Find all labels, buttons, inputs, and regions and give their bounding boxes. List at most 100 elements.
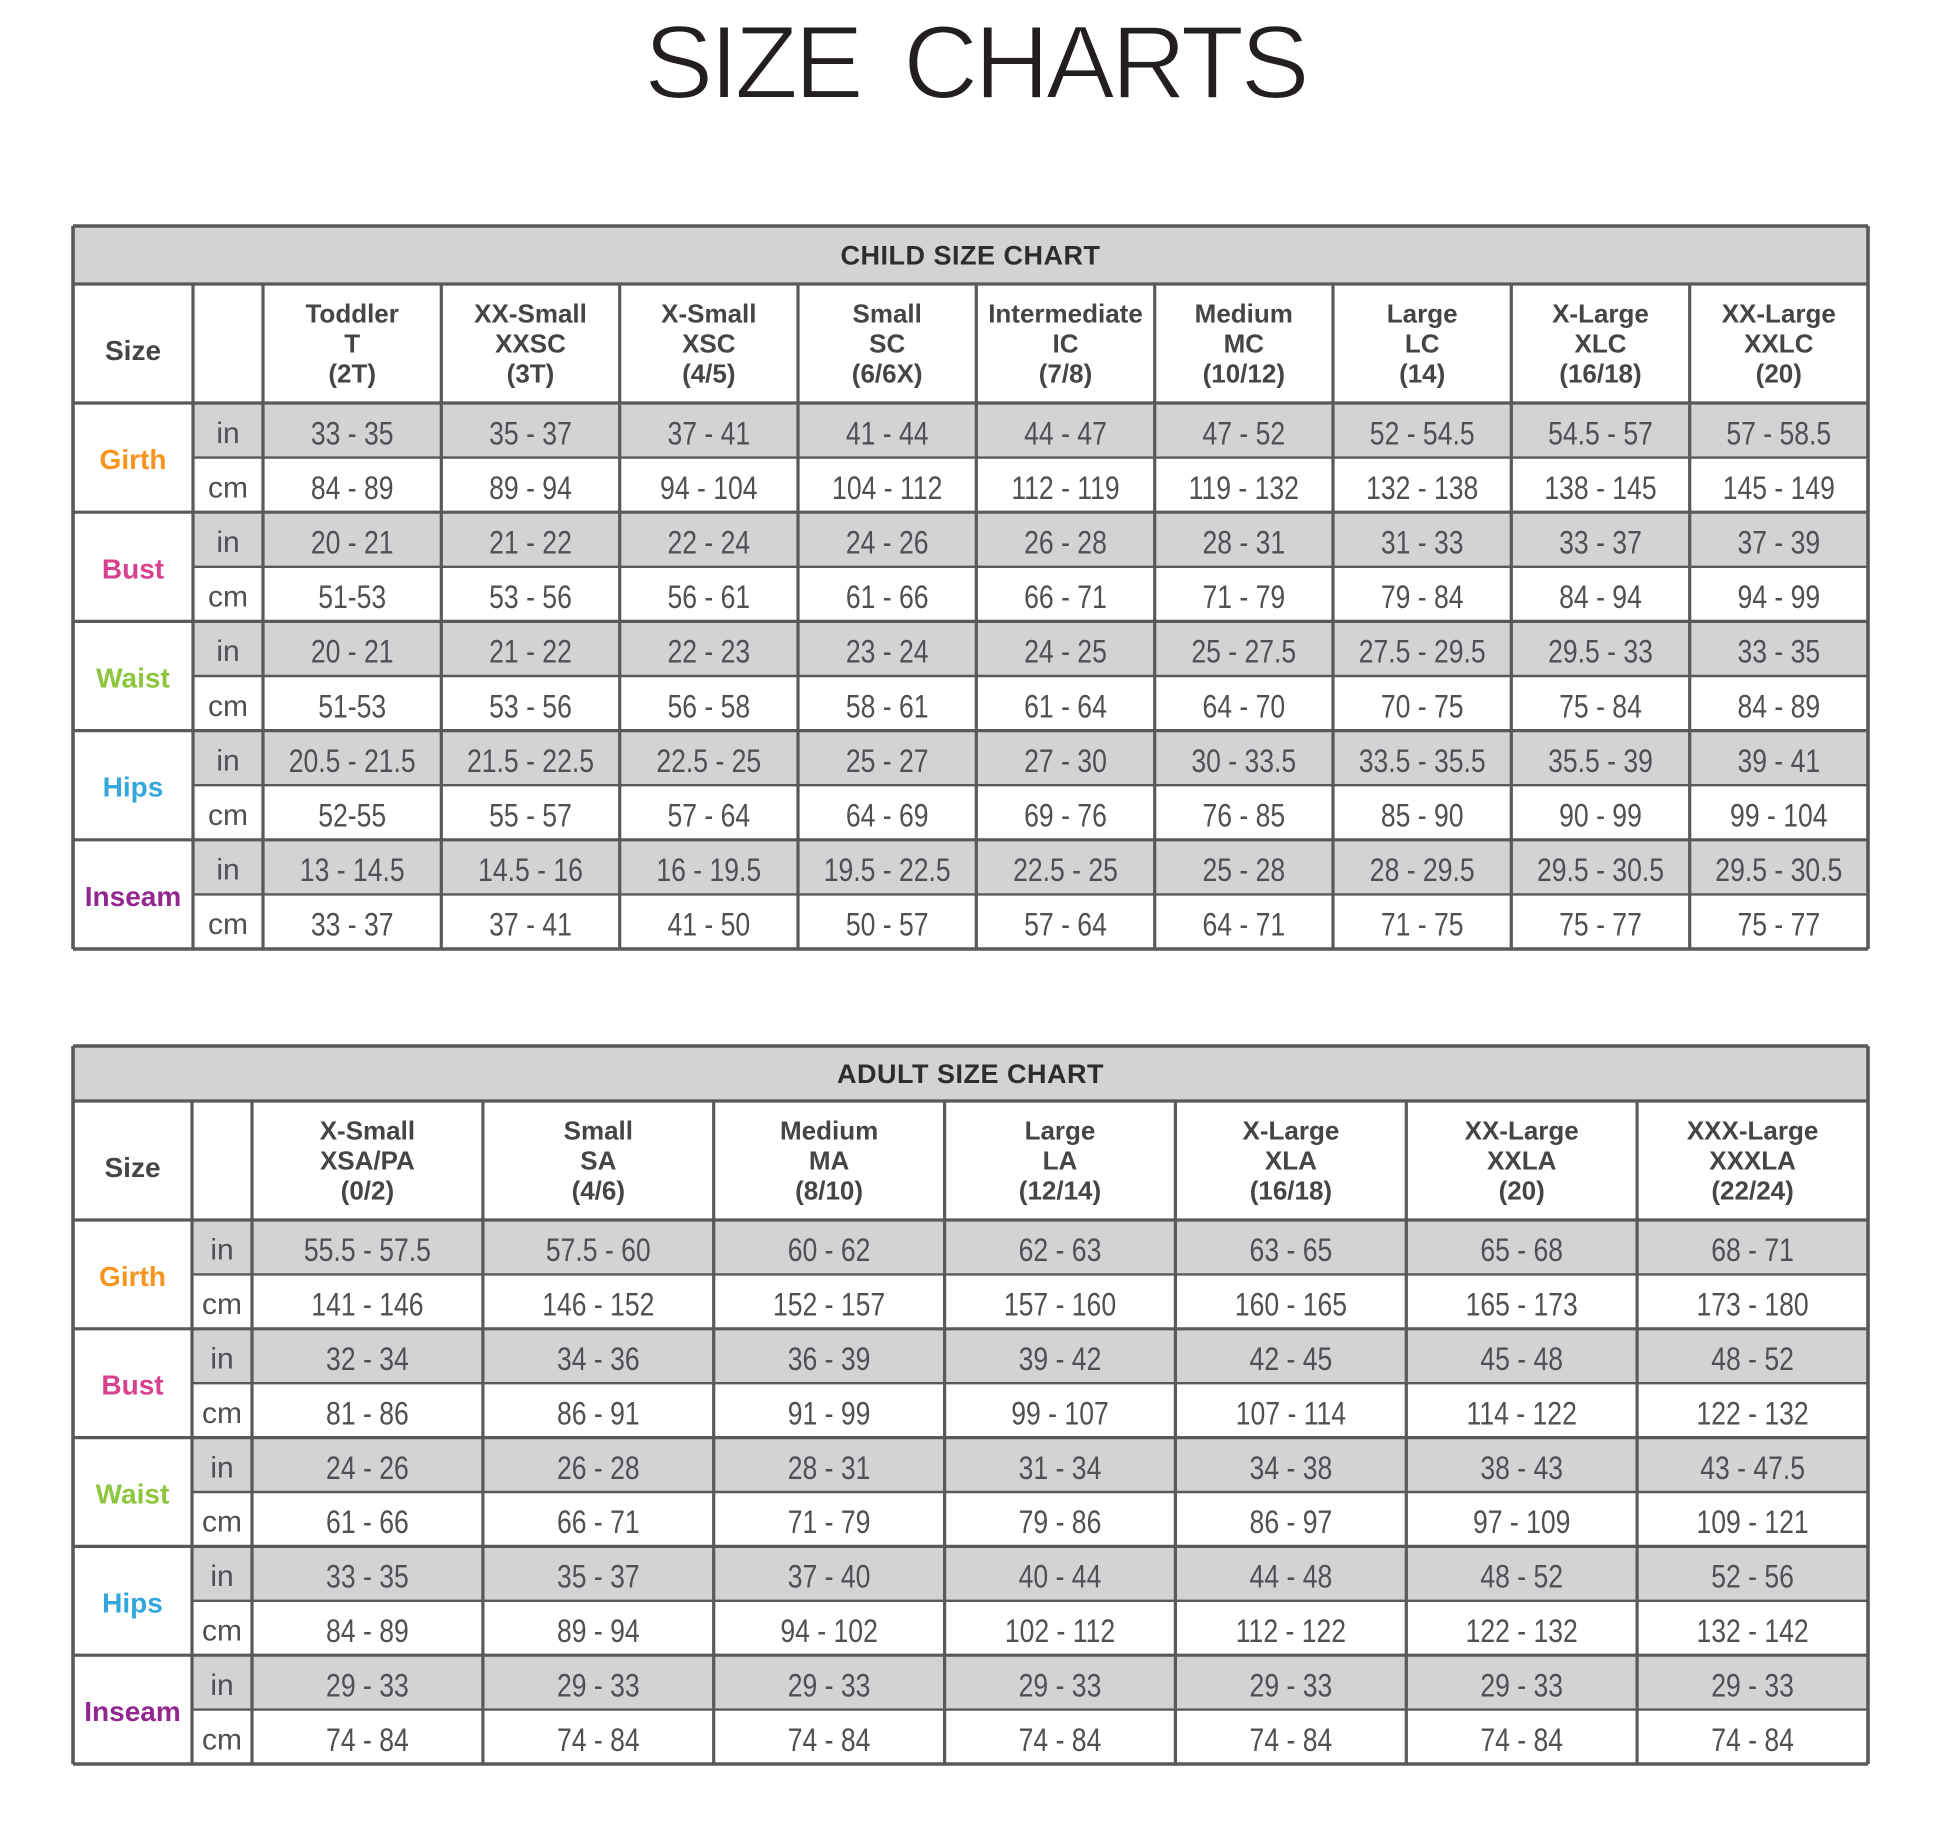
svg-text:79 - 86: 79 - 86 [1019, 1504, 1102, 1540]
svg-text:109 - 121: 109 - 121 [1697, 1504, 1809, 1540]
svg-text:145 - 149: 145 - 149 [1723, 470, 1835, 506]
svg-text:41 - 50: 41 - 50 [667, 907, 750, 943]
svg-text:Inseam: Inseam [85, 881, 182, 912]
svg-text:48 - 52: 48 - 52 [1480, 1559, 1563, 1595]
svg-text:Waist: Waist [96, 1479, 170, 1510]
svg-text:89 - 94: 89 - 94 [557, 1613, 640, 1649]
svg-text:40 - 44: 40 - 44 [1019, 1559, 1102, 1595]
svg-text:27.5 - 29.5: 27.5 - 29.5 [1359, 634, 1486, 670]
svg-text:50 - 57: 50 - 57 [846, 907, 929, 943]
svg-text:XXSC: XXSC [495, 329, 566, 359]
svg-text:29 - 33: 29 - 33 [1480, 1667, 1563, 1703]
svg-text:28 - 29.5: 28 - 29.5 [1370, 852, 1475, 888]
svg-text:35 - 37: 35 - 37 [489, 415, 572, 451]
svg-text:75 - 77: 75 - 77 [1559, 907, 1642, 943]
svg-text:64 - 71: 64 - 71 [1202, 907, 1285, 943]
svg-text:Medium: Medium [780, 1116, 878, 1146]
svg-text:27 - 30: 27 - 30 [1024, 743, 1107, 779]
svg-text:64 - 69: 64 - 69 [846, 798, 929, 834]
svg-text:38 - 43: 38 - 43 [1480, 1450, 1563, 1486]
svg-text:57 - 64: 57 - 64 [667, 798, 750, 834]
svg-text:33 - 37: 33 - 37 [1559, 525, 1642, 561]
svg-text:33.5 - 35.5: 33.5 - 35.5 [1359, 743, 1486, 779]
svg-text:119 - 132: 119 - 132 [1189, 470, 1299, 506]
svg-text:LA: LA [1043, 1146, 1078, 1176]
svg-text:XX-Large: XX-Large [1722, 299, 1836, 329]
svg-text:114 - 122: 114 - 122 [1467, 1395, 1577, 1431]
svg-text:85 - 90: 85 - 90 [1381, 798, 1464, 834]
svg-text:(12/14): (12/14) [1019, 1176, 1101, 1206]
svg-text:(20): (20) [1756, 359, 1802, 389]
svg-text:57 - 58.5: 57 - 58.5 [1726, 415, 1831, 451]
svg-text:39 - 42: 39 - 42 [1019, 1341, 1102, 1377]
svg-text:XXLA: XXLA [1487, 1146, 1557, 1176]
svg-text:94 - 104: 94 - 104 [660, 470, 758, 506]
svg-text:152 - 157: 152 - 157 [773, 1287, 885, 1323]
svg-text:Medium: Medium [1195, 299, 1293, 329]
svg-text:107 - 114: 107 - 114 [1236, 1395, 1346, 1431]
svg-text:61 - 66: 61 - 66 [326, 1504, 409, 1540]
svg-text:51-53: 51-53 [318, 579, 386, 615]
svg-text:62 - 63: 62 - 63 [1019, 1232, 1102, 1268]
svg-text:(0/2): (0/2) [341, 1176, 394, 1206]
svg-text:(22/24): (22/24) [1711, 1176, 1793, 1206]
svg-text:56 - 61: 56 - 61 [667, 579, 750, 615]
svg-text:81 - 86: 81 - 86 [326, 1395, 409, 1431]
svg-text:71 - 79: 71 - 79 [1202, 579, 1285, 615]
svg-text:141 - 146: 141 - 146 [311, 1287, 423, 1323]
svg-text:20 - 21: 20 - 21 [311, 634, 394, 670]
svg-text:Waist: Waist [96, 663, 170, 694]
svg-text:65 - 68: 65 - 68 [1480, 1232, 1563, 1268]
svg-text:(16/18): (16/18) [1559, 359, 1641, 389]
svg-text:36 - 39: 36 - 39 [788, 1341, 871, 1377]
svg-text:37 - 41: 37 - 41 [667, 415, 750, 451]
svg-text:(7/8): (7/8) [1039, 359, 1092, 389]
svg-text:112 - 119: 112 - 119 [1011, 470, 1119, 506]
svg-text:102 - 112: 102 - 112 [1005, 1613, 1115, 1649]
svg-text:84 - 94: 84 - 94 [1559, 579, 1642, 615]
svg-text:74 - 84: 74 - 84 [788, 1722, 871, 1758]
svg-text:97 - 109: 97 - 109 [1473, 1504, 1571, 1540]
svg-text:37 - 41: 37 - 41 [489, 907, 572, 943]
svg-text:84 - 89: 84 - 89 [326, 1613, 409, 1649]
svg-text:68 - 71: 68 - 71 [1711, 1232, 1794, 1268]
svg-text:29 - 33: 29 - 33 [788, 1667, 871, 1703]
svg-text:52 - 56: 52 - 56 [1711, 1559, 1794, 1595]
svg-text:43 - 47.5: 43 - 47.5 [1700, 1450, 1805, 1486]
svg-text:94 - 99: 94 - 99 [1737, 579, 1820, 615]
svg-text:132 - 138: 132 - 138 [1366, 470, 1478, 506]
svg-text:29.5 - 30.5: 29.5 - 30.5 [1715, 852, 1842, 888]
svg-text:22 - 24: 22 - 24 [667, 525, 750, 561]
svg-text:32 - 34: 32 - 34 [326, 1341, 409, 1377]
svg-text:16 - 19.5: 16 - 19.5 [656, 852, 761, 888]
svg-text:61 - 64: 61 - 64 [1024, 688, 1107, 724]
svg-text:55 - 57: 55 - 57 [489, 798, 572, 834]
svg-text:Large: Large [1387, 299, 1458, 329]
svg-text:T: T [344, 329, 360, 359]
svg-text:75 - 84: 75 - 84 [1559, 688, 1642, 724]
svg-text:29 - 33: 29 - 33 [557, 1667, 640, 1703]
svg-text:24 - 26: 24 - 26 [846, 525, 929, 561]
svg-text:34 - 36: 34 - 36 [557, 1341, 640, 1377]
svg-text:21.5 - 22.5: 21.5 - 22.5 [467, 743, 594, 779]
svg-text:53 - 56: 53 - 56 [489, 688, 572, 724]
svg-text:14.5 - 16: 14.5 - 16 [478, 852, 583, 888]
svg-text:SA: SA [580, 1146, 616, 1176]
svg-text:84 - 89: 84 - 89 [311, 470, 394, 506]
svg-text:Inseam: Inseam [84, 1696, 181, 1727]
svg-text:53 - 56: 53 - 56 [489, 579, 572, 615]
svg-text:66 - 71: 66 - 71 [1024, 579, 1107, 615]
svg-text:33 - 35: 33 - 35 [1737, 634, 1820, 670]
svg-text:29 - 33: 29 - 33 [1019, 1667, 1102, 1703]
svg-text:25 - 27: 25 - 27 [846, 743, 929, 779]
svg-text:132 - 142: 132 - 142 [1697, 1613, 1809, 1649]
svg-text:58 - 61: 58 - 61 [846, 688, 929, 724]
svg-text:122 - 132: 122 - 132 [1697, 1395, 1809, 1431]
svg-text:31 - 33: 31 - 33 [1381, 525, 1464, 561]
svg-text:in: in [216, 526, 239, 559]
svg-text:173 - 180: 173 - 180 [1697, 1287, 1809, 1323]
svg-text:cm: cm [208, 799, 248, 832]
svg-text:44 - 48: 44 - 48 [1250, 1559, 1333, 1595]
svg-text:37 - 40: 37 - 40 [788, 1559, 871, 1595]
svg-text:44 - 47: 44 - 47 [1024, 415, 1107, 451]
